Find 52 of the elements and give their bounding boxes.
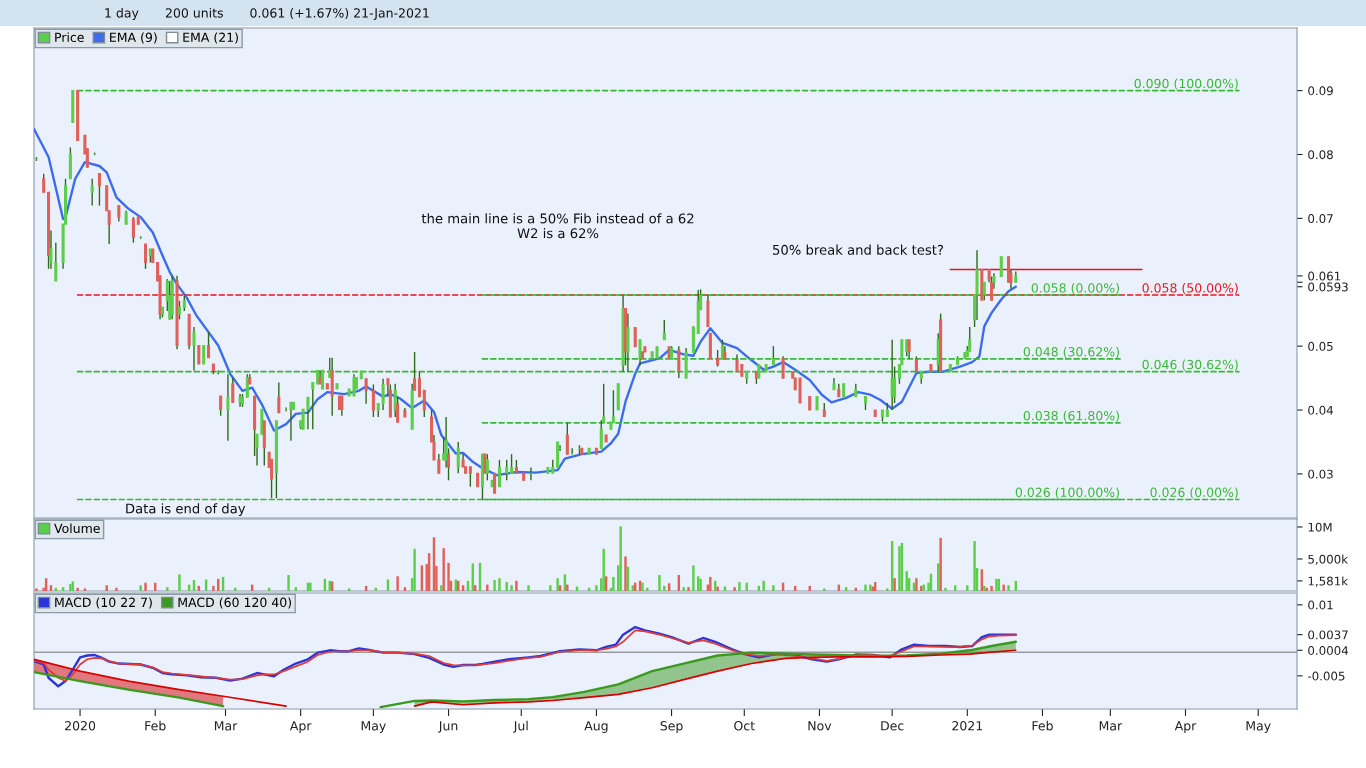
x-tick-label: Sep [660, 721, 683, 733]
y-tick-label: 0.0004 [1308, 646, 1349, 655]
data-label: 0.046 (30.62%) [1142, 359, 1238, 371]
text: 200 units [165, 7, 223, 18]
x-tick-label: Apr [289, 721, 312, 733]
data-label: 0.058 (50.00%) [1142, 282, 1238, 295]
x-tick-label: Jun [438, 721, 458, 733]
data-label: 0.048 (30.62%) [1023, 346, 1119, 358]
x-tick-label: 2020 [65, 721, 96, 731]
legend-label: Volume [54, 523, 100, 534]
data-label: 0.026 (0.00%) [1150, 487, 1238, 499]
y-tick-label: 1,581k [1308, 576, 1349, 587]
x-tick-label: Aug [584, 721, 608, 733]
y-tick-label: 0.04 [1308, 405, 1334, 415]
y-tick-label: 0.09 [1308, 86, 1333, 96]
legend-label: EMA (9) [110, 32, 157, 44]
x-tick-label: 2021 [952, 721, 983, 731]
annotation: 50% break and back test? [773, 244, 944, 255]
x-tick-label: May [1246, 721, 1271, 733]
x-tick-label: Feb [145, 720, 166, 731]
annotation: the main line is a 50% Fib instead of a 62 W2 is a 62% [421, 213, 694, 239]
x-tick-label: May [361, 721, 386, 733]
y-tick-label: 0.0593 [1308, 282, 1348, 292]
x-tick-label: Mar [214, 721, 238, 731]
x-tick-label: Mar [1099, 721, 1123, 731]
chart-title: 0.061 (+1.67%) 21-Jan-2021 [250, 7, 429, 20]
y-tick-label: 0.05 [1308, 341, 1333, 351]
text: 1 day [105, 7, 139, 21]
data-label: 0.058 (0.00%) [1031, 282, 1119, 295]
y-tick-label: 0.03 [1308, 469, 1333, 479]
data-label: 0.090 (100.00%) [1134, 78, 1238, 90]
annotation: Data is end of day [126, 503, 246, 517]
y-tick-label: 0.061 [1308, 271, 1341, 281]
y-tick-label: 0.0037 [1308, 630, 1348, 640]
x-tick-label: Dec [881, 721, 904, 731]
x-tick-label: Nov [808, 721, 832, 731]
y-tick-label: 5,000k [1308, 554, 1349, 565]
legend-label: EMA (21) [183, 32, 238, 44]
legend-label: Price [55, 32, 84, 43]
data-label: 0.026 (100.00%) [1015, 487, 1119, 499]
legend-label: MACD (10 22 7) [55, 597, 152, 609]
y-tick-label: 10M [1308, 522, 1332, 532]
y-tick-label: 0.01 [1308, 600, 1333, 610]
x-tick-label: Apr [1174, 721, 1197, 733]
data-label: 0.038 (61.80%) [1023, 410, 1119, 422]
x-tick-label: Oct [734, 721, 755, 731]
y-tick-label: 0.08 [1308, 150, 1333, 160]
x-tick-label: Jul [513, 720, 528, 733]
y-tick-label: -0.005 [1307, 671, 1345, 681]
x-tick-label: Feb [1032, 720, 1053, 731]
y-tick-label: 0.07 [1308, 214, 1333, 224]
legend-label: MACD (60 120 40) [178, 597, 292, 609]
